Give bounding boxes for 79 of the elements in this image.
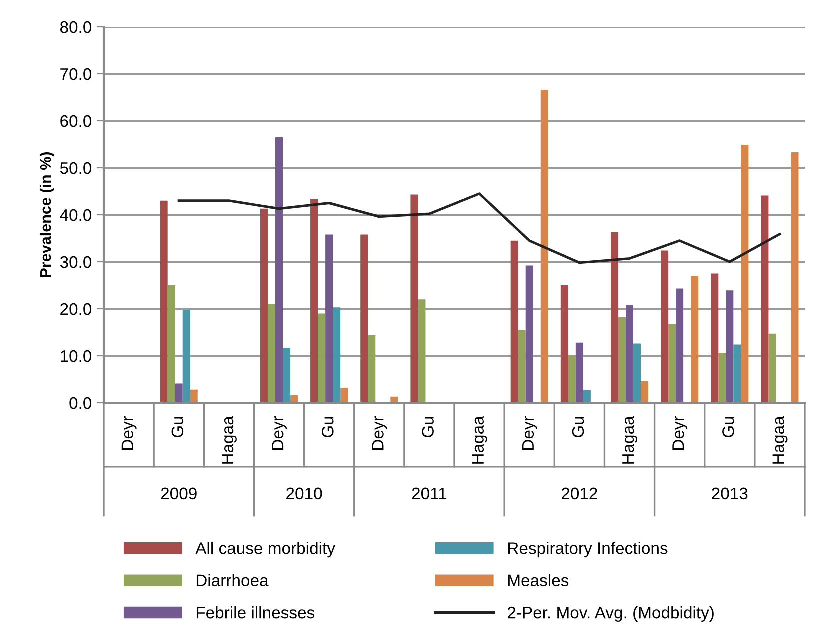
bar [526, 266, 534, 403]
bar [641, 381, 649, 403]
bar [360, 234, 368, 403]
legend-label: Respiratory Infections [508, 542, 668, 558]
x-tick-label: Hagaa [222, 416, 237, 464]
bar [626, 305, 634, 403]
x-tick-label: Deyr [522, 416, 538, 450]
legend-label: Febrile illnesses [196, 606, 315, 619]
text: 2011 [412, 488, 447, 500]
text: 2010 [286, 488, 322, 500]
y-tick-label: 50.0 [60, 162, 92, 174]
text: 2013 [712, 488, 748, 500]
x-tick-label: Hagaa [772, 416, 788, 464]
bar [190, 390, 198, 403]
x-tick-label: Deyr [672, 416, 688, 450]
bar [768, 334, 776, 403]
y-tick-label: 40.0 [60, 209, 92, 222]
text: 2012 [562, 488, 598, 500]
bar [618, 317, 626, 403]
bar [326, 234, 334, 403]
bar [583, 390, 591, 403]
x-tick-label: Gu [422, 417, 434, 438]
text: 2009 [161, 488, 197, 500]
bar [410, 194, 418, 403]
legend-label: All cause morbidity [196, 542, 336, 558]
legend-label: Diarrhoea [196, 574, 269, 587]
x-tick-label: Gu [172, 417, 184, 438]
bar [634, 344, 642, 403]
x-tick-label: Hagaa [622, 416, 638, 464]
x-tick-label: Gu [572, 417, 584, 438]
x-tick-label: Hagaa [472, 416, 488, 464]
y-tick-label: 60.0 [60, 115, 92, 128]
bar [576, 342, 584, 403]
y-tick-label: 10.0 [61, 350, 92, 362]
bar [160, 200, 168, 403]
x-tick-label: Gu [322, 417, 334, 438]
bar [510, 240, 518, 403]
bar [540, 90, 548, 403]
x-tick-label: Gu [722, 417, 734, 438]
bar [761, 196, 769, 403]
bar [340, 388, 348, 403]
bar [726, 290, 734, 403]
bar [518, 330, 526, 403]
bar [741, 144, 749, 403]
bar [418, 300, 426, 403]
bar [791, 152, 799, 403]
bar [560, 286, 568, 403]
bar [711, 274, 719, 403]
y-tick-label: 0.0 [70, 397, 92, 410]
legend-label: Measles [508, 574, 569, 587]
bar [568, 356, 576, 403]
bar [318, 314, 326, 403]
bar [310, 199, 318, 403]
bar [668, 324, 676, 403]
line-series [178, 192, 782, 264]
x-tick-label: Deyr [272, 416, 288, 450]
y-tick-label: 70.0 [60, 68, 92, 80]
bar [333, 308, 341, 403]
bar [368, 335, 376, 403]
bar [260, 208, 268, 403]
y-axis-title: Prevalence (in %) [40, 152, 54, 278]
bar [182, 310, 190, 403]
bar [275, 137, 284, 403]
bar [175, 384, 183, 403]
bar [268, 304, 276, 403]
legend-label: 2-Per. Mov. Avg. (Modbidity) [508, 606, 714, 622]
bar [661, 250, 669, 403]
bar [734, 344, 742, 403]
y-tick-label: 30.0 [60, 256, 92, 268]
y-tick-label: 20.0 [60, 303, 92, 316]
bar [718, 353, 726, 403]
bar [676, 288, 684, 403]
bar [610, 232, 618, 403]
x-tick-label: Deyr [122, 416, 137, 450]
y-tick-label: 80.0 [60, 21, 92, 34]
bar [168, 286, 176, 403]
x-tick-label: Deyr [372, 416, 388, 450]
bar [691, 276, 699, 403]
bar [283, 348, 291, 403]
